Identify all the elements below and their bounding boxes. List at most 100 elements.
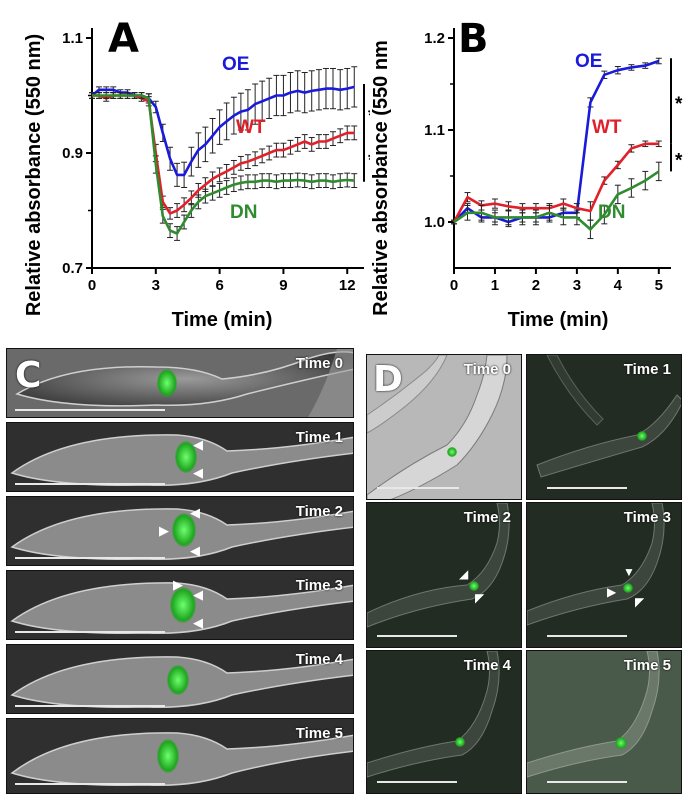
panel-letter-a: A (108, 16, 139, 62)
frame-time-label: Time 2 (295, 503, 343, 520)
x-tick-label: 0 (450, 277, 458, 294)
scale-bar (547, 635, 627, 637)
panel-letter-b: B (458, 16, 489, 62)
fluorescent-spot (172, 513, 196, 547)
fluorescent-spot (637, 431, 647, 441)
significance-asterisk: * (368, 150, 370, 171)
frame-time-label: Time 1 (295, 429, 343, 446)
frame-time-label: Time 5 (295, 725, 343, 742)
fluorescent-spot (167, 665, 189, 695)
fluorescent-spot (455, 737, 465, 747)
arrowhead-icon: ▶ (607, 585, 617, 599)
x-tick-label: 5 (655, 277, 663, 294)
y-axis-title-a: Relative absorbance (550 nm) (23, 34, 45, 316)
frame-time-label: Time 4 (295, 651, 343, 668)
series-line-wt (452, 142, 659, 223)
series-label-oe: OE (222, 54, 249, 75)
significance-asterisk: * (675, 94, 683, 115)
x-tick-label: 1 (491, 277, 499, 294)
frame-time-label: Time 4 (463, 657, 511, 674)
arrowhead-icon: ◢ (459, 567, 469, 581)
cell-image-d2 (367, 503, 521, 647)
micrograph-panel-c: Time 0 C ◀ ◀ Time 1 ◀ ▶ ◀ Time 2 ▶ ◀ (6, 348, 354, 794)
micrograph-c-time-1: ◀ ◀ Time 1 (6, 422, 354, 492)
significance-asterisk: * (675, 151, 683, 172)
arrowhead-icon: ◤ (635, 595, 645, 609)
micrograph-c-time-4: Time 4 (6, 644, 354, 714)
scale-bar (377, 781, 457, 783)
micrograph-d-time-4: Time 4 (366, 650, 522, 794)
frame-time-label: Time 3 (623, 509, 671, 526)
x-tick-label: 0 (88, 277, 96, 294)
micrograph-d-time-2: ◢ ◤ Time 2 (366, 502, 522, 648)
micrograph-d-time-1: Time 1 (526, 354, 682, 500)
arrowhead-icon: ◀ (193, 615, 203, 630)
micrograph-c-time-5: Time 5 (6, 718, 354, 794)
panel-letter-c: C (15, 355, 42, 396)
series-line-dn (453, 170, 660, 231)
x-tick-label: 6 (215, 277, 223, 294)
series-line-wt (92, 94, 355, 215)
series-label-oe: OE (575, 51, 602, 72)
fluorescent-spot (175, 441, 197, 473)
y-tick-label: 0.7 (62, 260, 83, 277)
x-axis-title-a: Time (min) (172, 309, 273, 331)
y-tick-label: 1.1 (62, 30, 83, 47)
arrowhead-icon: ◀ (193, 465, 203, 480)
arrowhead-icon: ▶ (159, 523, 169, 538)
frame-time-label: Time 5 (623, 657, 671, 674)
scale-bar (15, 631, 165, 633)
x-axis-title-b: Time (min) (508, 309, 609, 331)
series-label-dn: DN (598, 202, 625, 223)
fluorescent-spot (447, 447, 457, 457)
fluorescent-spot (469, 581, 479, 591)
x-tick-label: 9 (279, 277, 287, 294)
cell-image-d0 (367, 355, 521, 499)
x-tick-label: 4 (614, 277, 623, 294)
fluorescent-spot (623, 583, 633, 593)
frame-time-label: Time 0 (463, 361, 511, 378)
arrowhead-icon: ◀ (190, 543, 200, 558)
series-line-dn (92, 94, 355, 235)
scale-bar (15, 783, 165, 785)
x-tick-label: 3 (573, 277, 581, 294)
scale-bar (15, 705, 165, 707)
chart-b-svg: Relative absorbance (550 nm B Time (min)… (370, 16, 683, 331)
micrograph-d-time-3: ▼ ▶ ◤ Time 3 (526, 502, 682, 648)
fluorescent-spot (170, 587, 196, 623)
cell-image-c5 (7, 719, 353, 793)
y-tick-label: 1.1 (424, 122, 445, 139)
scale-bar (547, 781, 627, 783)
x-tick-label: 2 (532, 277, 540, 294)
y-axis-title-b: Relative absorbance (550 nm (370, 40, 392, 316)
series-label-wt: WT (592, 117, 622, 138)
scale-bar (15, 483, 165, 485)
micrograph-d-time-5: Time 5 (526, 650, 682, 794)
cell-image-d3 (527, 503, 681, 647)
scale-bar (15, 409, 165, 411)
significance-asterisk: * (368, 106, 370, 127)
scale-bar (15, 557, 165, 559)
y-tick-label: 0.9 (62, 145, 83, 162)
frame-time-label: Time 0 (295, 355, 343, 372)
arrowhead-icon: ◀ (190, 505, 200, 520)
cell-image-c0 (7, 349, 353, 417)
scale-bar (377, 635, 457, 637)
y-tick-label: 1.0 (424, 214, 445, 231)
fluorescent-spot (615, 737, 627, 749)
cell-image-d1 (527, 355, 681, 499)
arrowhead-icon: ◀ (193, 587, 203, 602)
chart-panel-a: Relative absorbance (550 nm) A Time (min… (0, 0, 370, 340)
panel-letter-d: D (373, 359, 403, 400)
arrowhead-icon: ▶ (173, 577, 183, 592)
fluorescent-spot (157, 739, 179, 773)
frame-time-label: Time 1 (623, 361, 671, 378)
micrograph-c-time-2: ◀ ▶ ◀ Time 2 (6, 496, 354, 566)
scale-bar (377, 487, 459, 489)
series-line-oe (453, 59, 660, 224)
frame-time-label: Time 2 (463, 509, 511, 526)
micrograph-d-time-0: Time 0 D (366, 354, 522, 500)
micrograph-panel-d: Time 0 D Time 1 ◢ ◤ Time 2 ▼ ▶ ◤ T (366, 354, 682, 794)
arrowhead-icon: ◀ (193, 437, 203, 452)
frame-time-label: Time 3 (295, 577, 343, 594)
